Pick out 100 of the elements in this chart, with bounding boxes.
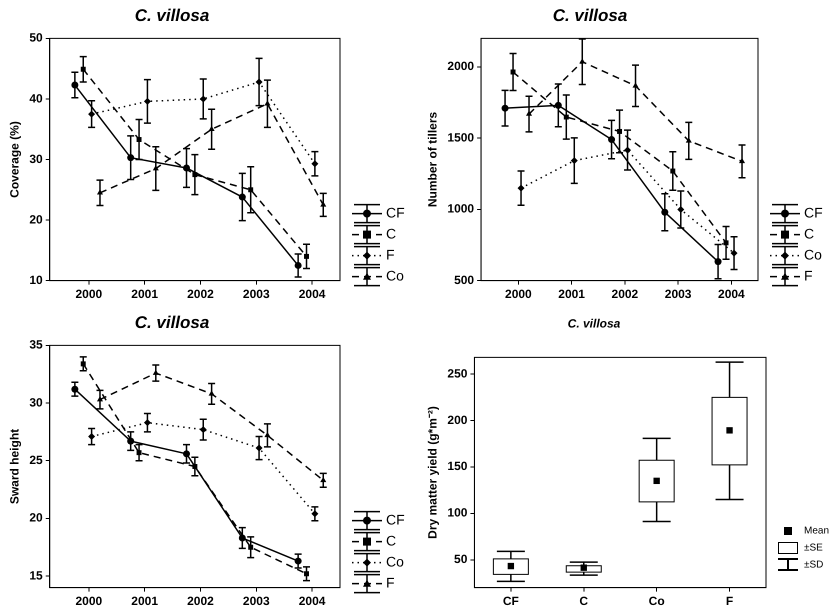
y-tick-label: 200 xyxy=(447,412,468,427)
y-tick-label: 1000 xyxy=(447,202,474,216)
chart-title: C. villosa xyxy=(568,316,621,331)
x-tick-label: 2003 xyxy=(242,594,270,608)
point xyxy=(136,450,142,456)
point xyxy=(304,254,309,259)
point xyxy=(311,160,318,168)
point xyxy=(554,102,562,109)
point xyxy=(632,82,639,88)
y-tick-label: 500 xyxy=(454,272,474,287)
text: Mean xyxy=(804,525,830,536)
legend-label: F xyxy=(386,246,395,262)
point xyxy=(80,361,86,366)
chart-title: C. villosa xyxy=(134,312,210,332)
point xyxy=(144,419,151,426)
point xyxy=(88,433,96,440)
point xyxy=(677,206,684,214)
x-tick-label: 2000 xyxy=(75,594,102,608)
point xyxy=(738,158,746,164)
y-tick-label: 50 xyxy=(29,30,44,45)
y-tick-label: 100 xyxy=(447,506,468,520)
x-tick-label: 2002 xyxy=(612,287,639,302)
point xyxy=(510,70,516,74)
y-tick-label: 1500 xyxy=(447,130,474,144)
chart-title: C. villosa xyxy=(134,6,210,25)
point xyxy=(183,164,190,172)
x-tick-label: C xyxy=(579,594,588,608)
y-tick-label: 20 xyxy=(29,510,44,525)
x-tick-label: F xyxy=(726,594,734,608)
point xyxy=(570,157,578,164)
legend-label: CF xyxy=(804,204,823,220)
y-tick-label: 150 xyxy=(447,459,468,474)
point xyxy=(617,128,622,134)
point xyxy=(200,426,207,434)
legend-label: C xyxy=(386,225,396,242)
point xyxy=(564,114,569,120)
point xyxy=(127,438,134,445)
x-tick-label: 2002 xyxy=(187,594,214,608)
y-tick-label: 35 xyxy=(29,338,44,352)
point xyxy=(127,154,134,162)
legend-label: F xyxy=(386,574,395,590)
x-tick-label: 2001 xyxy=(131,594,158,608)
point xyxy=(96,396,104,402)
y-tick-label: 40 xyxy=(29,91,44,106)
legend-label: Co xyxy=(804,246,822,262)
x-tick-label: 2004 xyxy=(718,287,746,302)
y-axis-title: Sward height xyxy=(8,428,22,504)
point xyxy=(96,189,104,195)
point xyxy=(238,534,246,542)
legend-label: Co xyxy=(386,553,404,570)
y-tick-label: 2000 xyxy=(447,59,474,74)
point xyxy=(200,95,207,102)
point xyxy=(518,184,525,192)
point xyxy=(71,82,78,89)
legend-label: CF xyxy=(386,511,405,528)
y-tick-label: 25 xyxy=(29,453,44,468)
point xyxy=(526,110,532,116)
point xyxy=(256,78,263,86)
text: ±SD xyxy=(804,559,824,570)
x-tick-label: 2003 xyxy=(242,287,270,302)
x-tick-label: 2003 xyxy=(664,287,692,302)
point xyxy=(608,136,616,144)
point xyxy=(304,571,309,576)
point xyxy=(311,510,318,518)
point xyxy=(294,558,302,565)
x-tick-label: 2000 xyxy=(505,287,532,302)
x-tick-label: 2001 xyxy=(558,287,586,302)
text: ±SE xyxy=(804,542,824,554)
legend-label: C xyxy=(804,225,814,242)
legend-label: F xyxy=(804,267,813,284)
y-axis-title: Dry matter yield (g*m⁻²) xyxy=(426,406,440,539)
y-tick-label: 50 xyxy=(454,552,468,566)
point xyxy=(670,168,676,174)
x-tick-label: 2004 xyxy=(298,594,326,608)
point xyxy=(144,98,151,105)
y-axis-title: Coverage (%) xyxy=(8,121,22,198)
x-tick-label: 2004 xyxy=(298,287,326,302)
y-tick-label: 20 xyxy=(29,212,44,226)
point xyxy=(714,258,722,266)
point xyxy=(136,137,142,142)
point xyxy=(80,66,86,72)
point xyxy=(183,450,190,458)
y-tick-label: 10 xyxy=(29,272,44,287)
point xyxy=(724,240,729,246)
point xyxy=(248,187,254,192)
point xyxy=(238,194,246,201)
y-tick-label: 250 xyxy=(447,366,468,380)
y-tick-label: 30 xyxy=(29,395,44,410)
y-tick-label: 15 xyxy=(29,568,44,582)
x-tick-label: 2002 xyxy=(187,287,214,302)
x-tick-label: 2001 xyxy=(131,287,158,302)
point xyxy=(294,262,302,269)
x-tick-label: CF xyxy=(502,594,519,608)
point xyxy=(502,104,509,112)
x-tick-label: 2000 xyxy=(75,287,102,302)
point xyxy=(730,250,738,257)
point xyxy=(624,146,632,154)
legend-label: C xyxy=(386,532,396,548)
point xyxy=(661,208,668,216)
point xyxy=(256,444,263,452)
